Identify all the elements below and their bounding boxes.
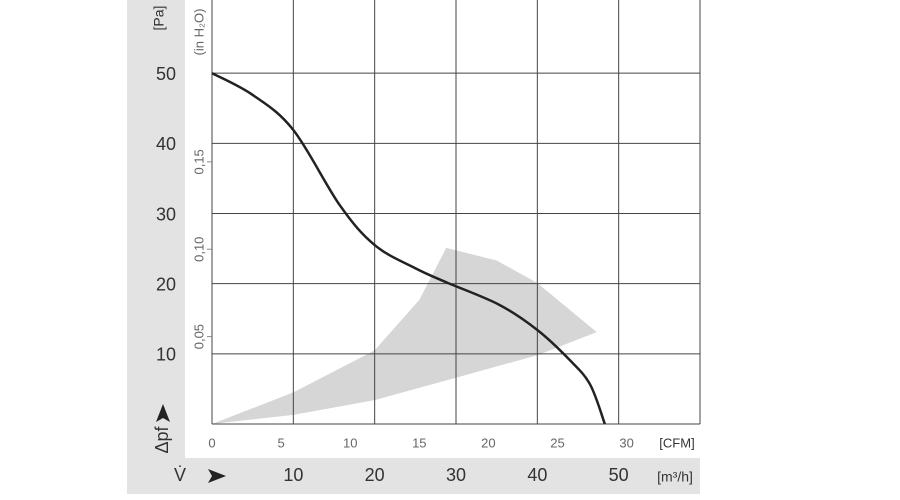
- y2-tick-label: 0,05: [191, 324, 206, 349]
- y-label: Δpf: [152, 425, 172, 453]
- x-label: V̇: [174, 465, 186, 485]
- y-arrow: [156, 404, 170, 422]
- y-tick-label: 10: [156, 345, 176, 365]
- x2-tick-label: 20: [481, 435, 495, 450]
- operating-region: [212, 247, 597, 424]
- y2-unit: (in H₂O): [191, 9, 206, 56]
- left-band: [127, 0, 185, 494]
- x2-tick-label: 0: [208, 435, 215, 450]
- x-tick-label: 20: [365, 465, 385, 485]
- x-tick-label: 30: [446, 465, 466, 485]
- y-tick-label: 40: [156, 134, 176, 154]
- x2-tick-label: 25: [550, 435, 564, 450]
- x2-tick-label: 5: [277, 435, 284, 450]
- x-tick-label: 10: [283, 465, 303, 485]
- x2-unit: [CFM]: [659, 435, 694, 450]
- x-tick-label: 40: [527, 465, 547, 485]
- x-unit: [m³/h]: [657, 469, 693, 485]
- y2-tick-label: 0,15: [191, 149, 206, 174]
- x2-tick-label: 15: [412, 435, 426, 450]
- fan-curve: [211, 72, 607, 425]
- x2-tick-label: 30: [619, 435, 633, 450]
- y-unit: [Pa]: [151, 6, 167, 31]
- y-tick-label: 50: [156, 64, 176, 84]
- y2-tick-label: 0,10: [191, 237, 206, 262]
- x-arrow: [208, 469, 226, 483]
- x2-tick-label: 10: [343, 435, 357, 450]
- y-tick-label: 30: [156, 204, 176, 224]
- y-tick-label: 20: [156, 274, 176, 294]
- x-tick-label: 50: [609, 465, 629, 485]
